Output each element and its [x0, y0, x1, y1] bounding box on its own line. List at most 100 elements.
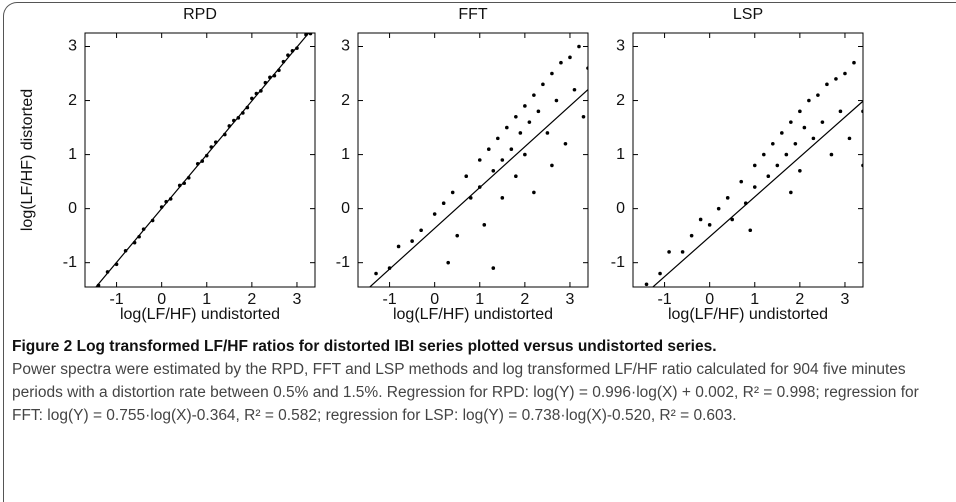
point — [281, 59, 286, 64]
point — [432, 212, 437, 216]
point — [227, 124, 232, 128]
point — [259, 89, 263, 93]
y-tick-label: 2 — [341, 92, 350, 109]
point — [419, 228, 423, 233]
page: RPD log(LF/HF) undistorted log(LF/HF) dist… — [3, 2, 956, 502]
point — [798, 169, 802, 173]
point — [572, 87, 577, 92]
point — [518, 131, 523, 135]
point — [811, 136, 816, 141]
point — [396, 244, 401, 249]
point — [114, 262, 119, 267]
x-tick-label: 3 — [293, 291, 302, 308]
point — [545, 131, 550, 135]
point — [793, 141, 798, 146]
x-tick-label: 1 — [475, 291, 484, 308]
point — [132, 240, 137, 245]
plot-area — [95, 33, 313, 287]
x-tick-label: -1 — [382, 291, 396, 308]
y-axis-label: log(LF/HF) distorted — [19, 89, 36, 231]
x-tick-label: -1 — [109, 291, 123, 308]
point — [563, 141, 568, 146]
point — [644, 282, 649, 287]
point — [748, 228, 753, 233]
point — [186, 176, 191, 180]
x-axis-label: log(LF/HF) undistorted — [120, 306, 280, 323]
point — [716, 206, 721, 211]
y-tick-label: 3 — [68, 38, 77, 55]
y-tick-label: 3 — [616, 38, 625, 55]
point — [789, 120, 793, 124]
y-tick-label: 3 — [341, 38, 350, 55]
y-tick-label: 0 — [68, 200, 77, 217]
point — [541, 82, 545, 87]
point — [446, 260, 450, 265]
point — [308, 33, 313, 36]
x-tick-label: 2 — [247, 291, 256, 308]
y-tick-label: -1 — [336, 254, 350, 271]
chart-title: FFT — [458, 6, 488, 23]
point — [286, 53, 290, 57]
x-tick-label: 0 — [705, 291, 714, 308]
figure: RPD log(LF/HF) undistorted log(LF/HF) dist… — [19, 6, 864, 323]
point — [514, 174, 518, 179]
point — [861, 109, 863, 114]
point — [477, 185, 482, 189]
point — [482, 223, 487, 227]
point — [550, 163, 554, 168]
point — [105, 270, 110, 274]
point — [254, 91, 259, 96]
point — [441, 201, 446, 206]
y-tick-label: 1 — [616, 146, 625, 163]
y-tick-label: 1 — [68, 146, 77, 163]
point — [771, 141, 775, 146]
point — [802, 125, 807, 130]
point — [843, 71, 847, 76]
point — [752, 163, 757, 168]
point — [450, 190, 455, 195]
point — [807, 98, 811, 103]
point — [509, 147, 514, 151]
y-tick-label: 2 — [616, 92, 625, 109]
point — [698, 217, 703, 222]
caption: Figure 2 Log transformed LF/HF ratios fo… — [12, 335, 948, 427]
point — [568, 55, 572, 60]
point — [486, 147, 491, 151]
point — [689, 233, 694, 238]
point — [847, 136, 852, 141]
point — [209, 145, 214, 149]
y-tick-label: 1 — [341, 146, 350, 163]
point — [505, 125, 509, 130]
x-tick-label: 2 — [520, 291, 529, 308]
point — [290, 49, 295, 53]
point — [96, 283, 101, 287]
point — [532, 93, 536, 97]
point — [245, 105, 250, 110]
regression-line — [651, 100, 863, 287]
point — [159, 205, 164, 209]
point — [559, 60, 563, 65]
point — [387, 266, 392, 270]
point — [137, 234, 141, 239]
axes-box — [632, 32, 864, 288]
point — [739, 179, 744, 184]
point — [581, 114, 586, 119]
y-tick-label: 2 — [68, 92, 77, 109]
point — [532, 190, 536, 195]
point — [141, 227, 146, 231]
point — [195, 161, 200, 166]
point — [527, 120, 532, 124]
point — [164, 199, 168, 204]
point — [825, 82, 829, 87]
point — [658, 271, 662, 276]
point — [236, 116, 241, 120]
chart-title: LSP — [733, 6, 763, 23]
point — [168, 197, 173, 201]
caption-text: Power spectra were estimated by the RPD,… — [12, 361, 919, 424]
y-tick-label: 0 — [616, 200, 625, 217]
plot-area — [368, 44, 588, 287]
point — [514, 114, 518, 119]
point — [838, 109, 843, 114]
point — [500, 196, 505, 200]
frame — [3, 2, 956, 502]
